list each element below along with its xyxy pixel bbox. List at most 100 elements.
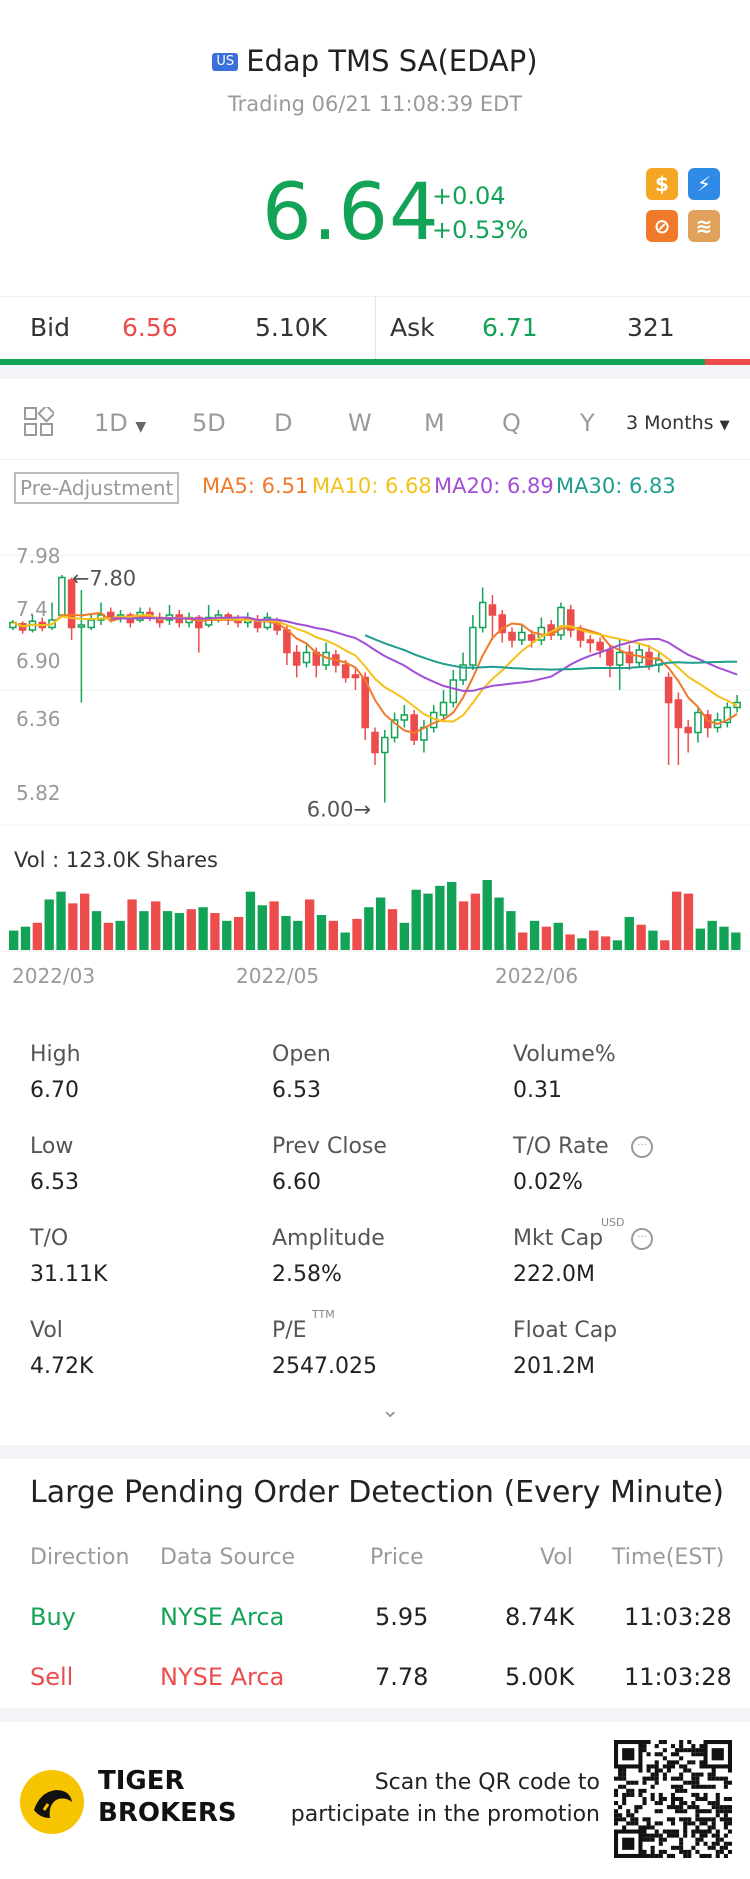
tab-w[interactable]: W	[348, 409, 372, 437]
qr-module	[711, 1821, 716, 1826]
bid-ratio-bar	[0, 359, 705, 365]
qr-module	[675, 1788, 680, 1793]
volume-bar	[127, 899, 137, 950]
no-short-icon[interactable]: ⊘	[646, 210, 678, 242]
qr-module	[699, 1829, 704, 1834]
volume-bar	[269, 901, 279, 950]
qr-module	[675, 1776, 680, 1781]
expand-chevron-icon[interactable]: ⌄	[381, 1398, 400, 1423]
qr-module	[695, 1780, 700, 1785]
qr-module	[618, 1805, 623, 1810]
tab-y[interactable]: Y	[580, 409, 595, 437]
candle-body	[87, 619, 95, 629]
tab-m[interactable]: M	[424, 409, 445, 437]
qr-module	[691, 1845, 696, 1850]
qr-module	[711, 1772, 716, 1777]
tab-5d[interactable]: 5D	[192, 409, 226, 437]
qr-module	[630, 1813, 635, 1818]
qr-module	[687, 1849, 692, 1854]
pending-source-cell: NYSE Arca	[160, 1603, 285, 1631]
qr-module	[675, 1760, 680, 1765]
more-info-icon[interactable]: ···	[631, 1228, 653, 1250]
volume-bar	[222, 920, 232, 950]
qr-module	[638, 1825, 643, 1830]
grid-layout-icon[interactable]	[24, 407, 54, 437]
volume-bar	[316, 915, 327, 950]
qr-module	[711, 1801, 716, 1806]
volume-bar	[80, 893, 90, 950]
qr-module	[658, 1801, 663, 1806]
candle-body	[283, 629, 291, 654]
qr-module	[638, 1788, 643, 1793]
qr-module	[646, 1740, 651, 1745]
qr-module	[715, 1829, 720, 1834]
lightning-icon[interactable]: ⚡	[688, 168, 720, 200]
qr-module	[715, 1837, 720, 1842]
qr-module	[715, 1805, 720, 1810]
qr-module	[699, 1853, 704, 1858]
candle-body	[625, 651, 634, 664]
dollar-icon[interactable]: $	[646, 168, 678, 200]
volume-bar	[624, 916, 634, 950]
volume-bar	[447, 881, 457, 950]
qr-module	[658, 1768, 663, 1773]
range-label: 3 Months	[626, 412, 714, 434]
qr-module	[683, 1825, 688, 1830]
qr-module	[679, 1796, 684, 1802]
qr-module	[707, 1825, 712, 1830]
candle-body	[302, 651, 311, 664]
volume-bar	[304, 899, 315, 950]
qr-module	[662, 1740, 667, 1745]
qr-module	[687, 1805, 692, 1810]
stat-superscript: TTM	[312, 1308, 335, 1321]
qr-module	[626, 1809, 631, 1814]
qr-module	[723, 1825, 728, 1830]
volume-bar	[103, 922, 114, 950]
ask-size: 321	[627, 313, 675, 342]
qr-module	[642, 1780, 647, 1785]
stat-label-high: High	[30, 1042, 81, 1067]
more-info-icon[interactable]: ···	[631, 1136, 653, 1158]
qr-module	[650, 1837, 655, 1842]
stat-value-amplitude: 2.58%	[272, 1262, 342, 1287]
qr-module	[658, 1752, 663, 1757]
qr-module	[695, 1825, 700, 1830]
stat-value-high: 6.70	[30, 1078, 79, 1103]
tab-d[interactable]: D	[274, 409, 293, 437]
qr-module	[666, 1768, 671, 1773]
qr-module	[675, 1748, 680, 1753]
qr-code[interactable]	[614, 1740, 732, 1858]
stat-label-prev-close: Prev Close	[272, 1134, 387, 1159]
qr-module	[695, 1772, 700, 1777]
qr-module	[715, 1813, 720, 1818]
qr-module	[642, 1744, 647, 1749]
qr-module	[679, 1809, 684, 1814]
qr-module	[699, 1796, 704, 1802]
pre-adjustment-button[interactable]: Pre-Adjustment	[14, 472, 180, 504]
qr-module	[670, 1776, 676, 1781]
tab-1d[interactable]: 1D ▼	[94, 409, 146, 437]
layers-icon[interactable]: ≋	[688, 210, 720, 242]
qr-module	[614, 1801, 619, 1806]
qr-module	[646, 1825, 651, 1830]
qr-module	[618, 1776, 623, 1781]
kline-chart[interactable]: 7.987.46.906.365.82←7.806.00→Vol : 123.0…	[0, 535, 750, 995]
qr-module	[695, 1849, 700, 1854]
pending-vol-cell: 8.74K	[505, 1603, 575, 1631]
section-divider	[0, 1445, 750, 1459]
qr-module	[658, 1853, 663, 1858]
range-dropdown[interactable]: 3 Months ▼	[626, 412, 730, 434]
qr-module	[626, 1813, 631, 1818]
tab-q[interactable]: Q	[502, 409, 521, 437]
qr-module	[614, 1788, 619, 1793]
volume-label: Vol : 123.0K Shares	[14, 848, 218, 872]
volume-bar	[695, 928, 705, 950]
qr-module	[646, 1853, 651, 1858]
volume-bar	[731, 932, 741, 950]
price-change: +0.04	[432, 182, 506, 210]
qr-module	[614, 1821, 619, 1826]
stock-title-row: US Edap TMS SA(EDAP)	[0, 44, 750, 78]
candle-body	[400, 714, 409, 721]
qr-module	[723, 1817, 728, 1822]
qr-module	[642, 1748, 647, 1753]
